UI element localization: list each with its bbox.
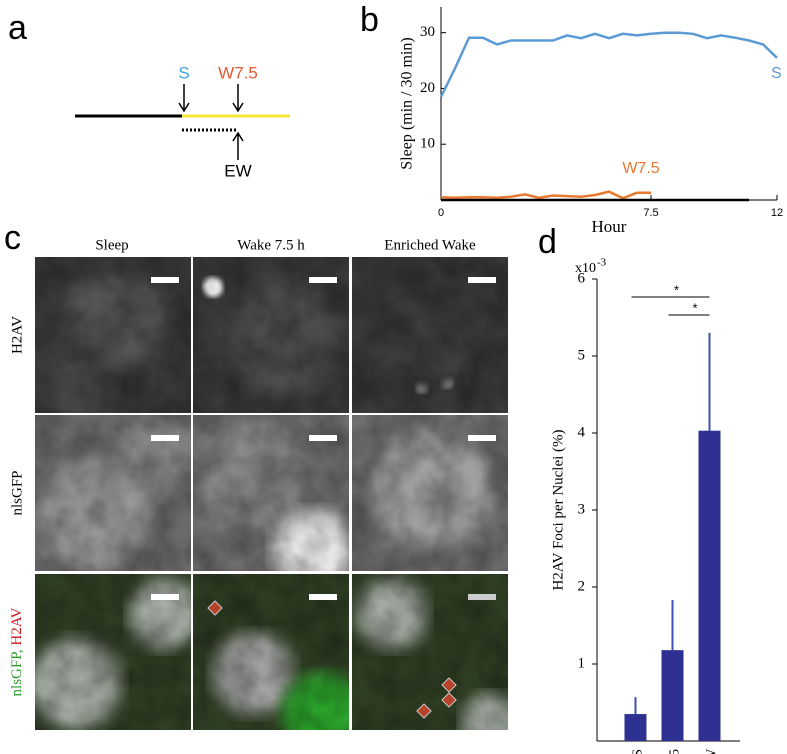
x-axis-label: Hour (592, 217, 627, 236)
y-axis-label: Sleep (min / 30 min) (399, 37, 416, 169)
y-tick-label: 2 (578, 578, 586, 594)
arrow (232, 131, 244, 160)
marker-label: S (178, 63, 189, 82)
x-tick-label: 12 (771, 207, 783, 219)
micrograph-content (193, 574, 349, 730)
series-label: S (771, 65, 782, 82)
row-label-red: H2AV (9, 607, 25, 645)
scale-bar (309, 277, 337, 283)
significance-star: * (692, 300, 697, 315)
panel-label: d (538, 223, 557, 261)
row-label: H2AV (9, 316, 25, 354)
scale-bar (309, 594, 337, 600)
series-line (439, 31, 778, 98)
scale-bar (309, 435, 337, 441)
row-label: nlsGFP (9, 470, 25, 515)
micrograph-grid (35, 257, 508, 730)
y-tick-label: 20 (420, 80, 435, 96)
panel-label: a (8, 9, 27, 47)
series-line (440, 190, 651, 200)
micrograph-content (193, 415, 349, 571)
micrograph (35, 574, 191, 730)
micrograph-content (35, 415, 191, 571)
y-multiplier: x10 (575, 261, 596, 276)
micrograph (193, 415, 349, 571)
x-tick-label: W7.5 (668, 749, 683, 754)
y-multiplier-exponent: -3 (597, 257, 607, 269)
y-tick-label: 1 (578, 655, 586, 671)
bar (624, 714, 647, 741)
bar (661, 650, 684, 741)
micrograph-content (193, 257, 349, 413)
y-tick-label: 10 (420, 136, 435, 152)
scale-bar (151, 435, 179, 441)
micrograph (352, 257, 508, 413)
micrograph (193, 257, 349, 413)
x-tick-label: 0 (438, 207, 444, 219)
arrow (232, 84, 244, 113)
focus-outline (207, 600, 223, 616)
micrograph (35, 257, 191, 413)
focus-outline (416, 703, 432, 719)
bar (698, 430, 721, 741)
y-tick-label: 3 (578, 501, 586, 517)
row-label: nlsGFP, H2AV (9, 607, 25, 696)
timeline: S W7.5 EW (75, 63, 290, 180)
series-label: W7.5 (622, 160, 659, 177)
micrograph (193, 574, 349, 730)
panel-label: c (4, 219, 21, 257)
scale-bar (468, 594, 496, 600)
micrograph (35, 415, 191, 571)
micrograph-content (352, 257, 508, 413)
x-tick-label: S (631, 749, 646, 754)
micrograph (352, 415, 508, 571)
column-label: Enriched Wake (384, 237, 476, 253)
micrograph-content (352, 574, 508, 730)
focus-outline (441, 677, 457, 693)
panel-label: b (360, 1, 379, 39)
scale-bar (151, 277, 179, 283)
marker-label: W7.5 (218, 63, 258, 82)
marker-label: EW (224, 161, 251, 180)
scale-bar (468, 277, 496, 283)
y-tick-label: 4 (578, 424, 586, 440)
x-tick-label: EW (705, 748, 720, 754)
focus-outline (441, 692, 457, 708)
y-axis-label: H2AV Foci per Nuclei (%) (550, 429, 566, 590)
y-tick-label: 5 (578, 347, 586, 363)
y-tick-label: 6 (578, 270, 586, 286)
column-label: Sleep (95, 237, 128, 253)
scale-bar (151, 594, 179, 600)
column-label: Wake 7.5 h (237, 237, 305, 253)
micrograph (352, 574, 508, 730)
arrow (178, 84, 190, 113)
y-tick-label: 30 (420, 24, 435, 40)
significance-star: * (674, 282, 679, 297)
x-tick-label: 7.5 (643, 207, 658, 219)
row-label-green: nlsGFP, (9, 649, 25, 696)
scale-bar (468, 435, 496, 441)
